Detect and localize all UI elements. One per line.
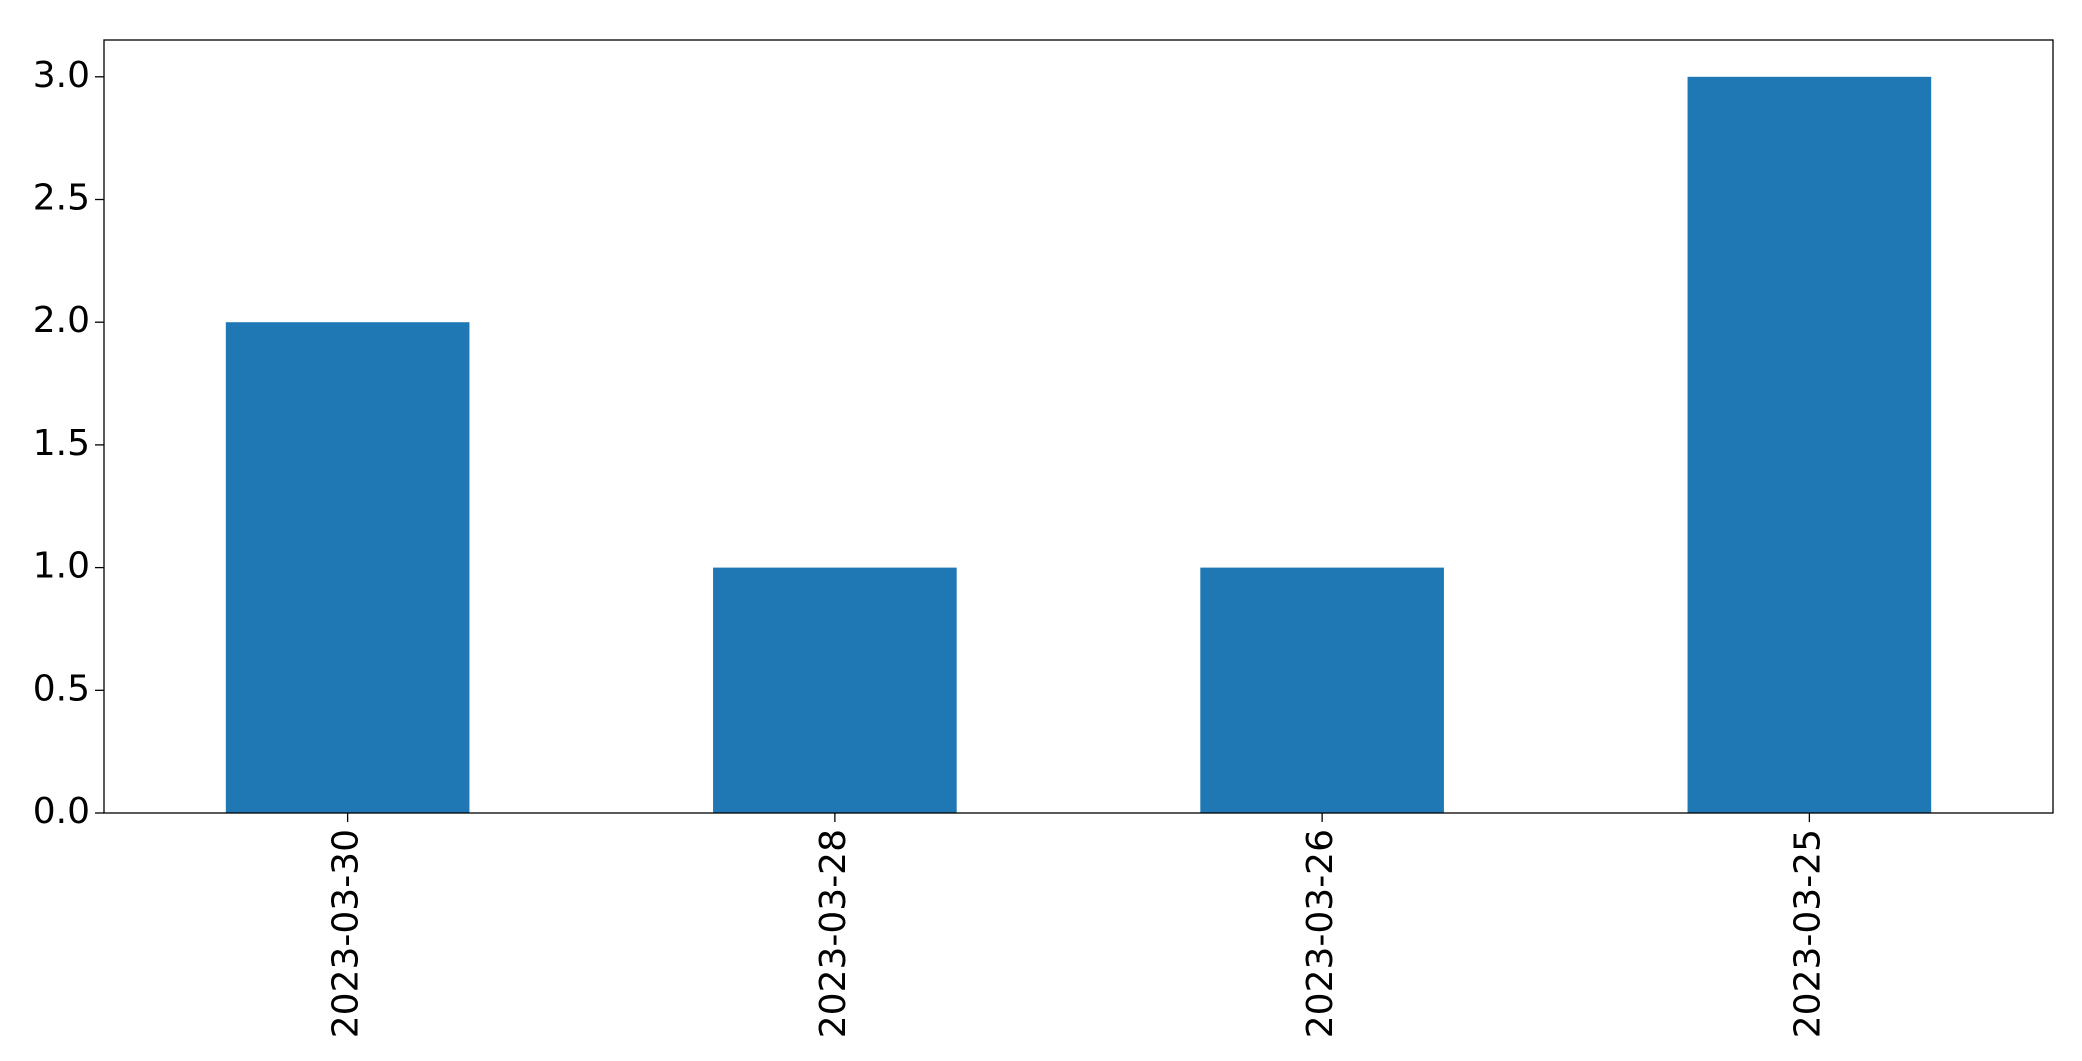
y-tick-label: 3.0 <box>33 55 90 96</box>
y-tick-label: 2.0 <box>33 300 90 341</box>
bar <box>1687 76 1932 814</box>
x-tick-label: 2023-03-28 <box>813 829 854 1038</box>
axes-frame <box>103 39 2054 814</box>
x-tick-label: 2023-03-25 <box>1787 829 1828 1038</box>
y-tick-label: 0.5 <box>33 668 90 709</box>
bar <box>225 322 470 813</box>
bar <box>1200 567 1444 813</box>
y-tick-label: 2.5 <box>33 178 90 219</box>
x-tick-label: 2023-03-26 <box>1300 829 1341 1038</box>
y-tick-label: 0.0 <box>33 791 90 832</box>
y-tick-label: 1.5 <box>33 423 90 464</box>
x-tick-label: 2023-03-30 <box>326 829 367 1038</box>
bar <box>713 567 957 813</box>
y-tick-label: 1.0 <box>33 546 90 587</box>
